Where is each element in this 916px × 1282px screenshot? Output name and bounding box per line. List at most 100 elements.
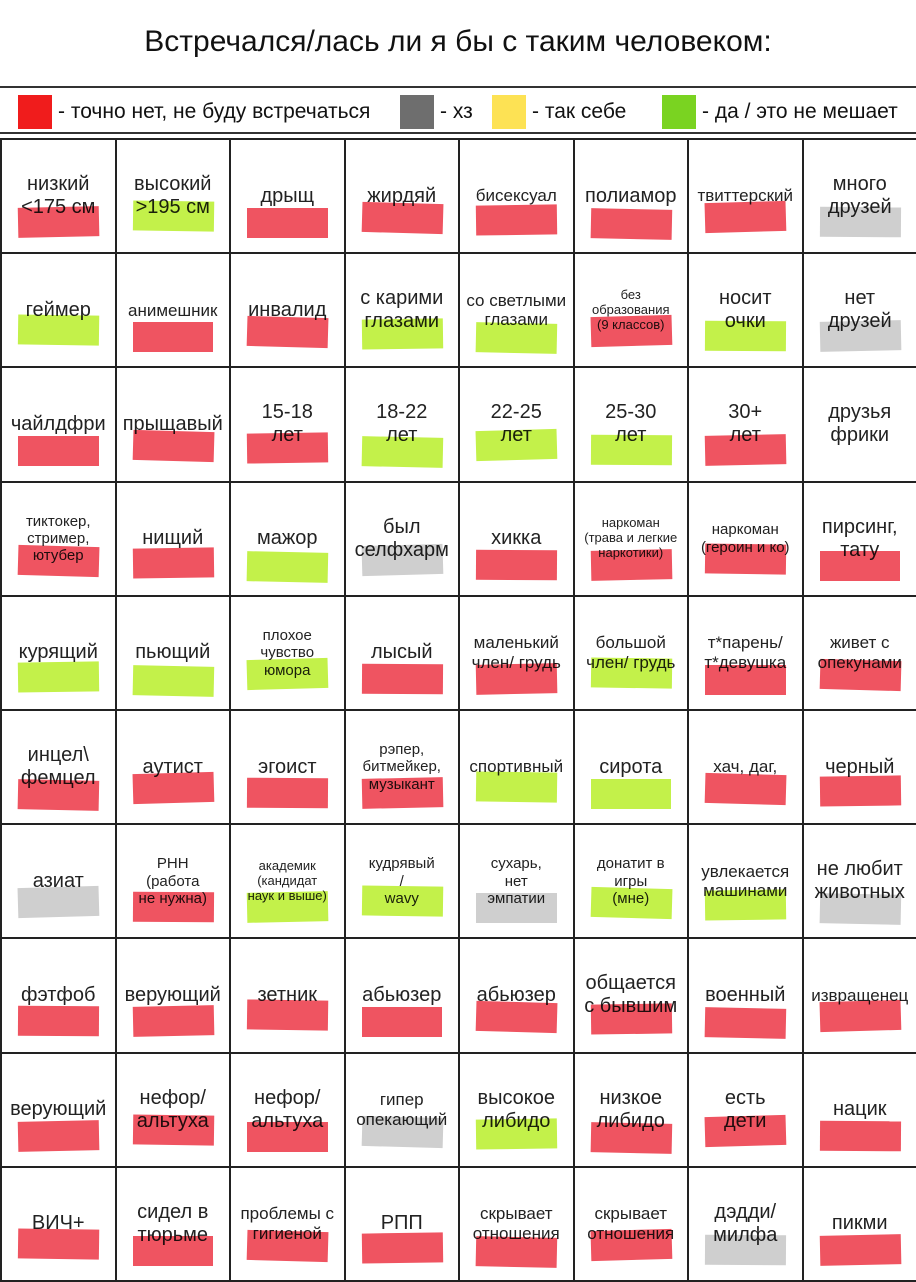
cell-label: РНН (работа не нужна): [136, 855, 210, 907]
grid-cell: ВИЧ+: [0, 1166, 117, 1282]
mark-highlight-red: [132, 1006, 213, 1038]
grid-cell: сидел в тюрьме: [115, 1166, 232, 1282]
cell-label: эгоист: [255, 756, 320, 779]
legend: - точно нет, не буду встречаться - хз - …: [0, 86, 916, 134]
legend-swatch-green: [662, 95, 696, 129]
grid-cell: 15-18 лет: [229, 366, 346, 482]
grid-cell: пикми: [802, 1166, 916, 1282]
cell-label: нефор/ альтуха: [248, 1087, 326, 1133]
grid-cell: т*парень/ т*девушка: [687, 595, 804, 711]
cell-label: дрыщ: [257, 185, 317, 208]
grid-cell: абьюзер: [458, 937, 575, 1053]
grid-cell: много друзей: [802, 138, 916, 254]
grid-cell: твиттерский: [687, 138, 804, 254]
grid-cell: полиамор: [573, 138, 690, 254]
grid-cell: лысый: [344, 595, 461, 711]
cell-label: рэпер, битмейкер, музыкант: [360, 741, 444, 793]
grid-cell: низкое либидо: [573, 1052, 690, 1168]
cell-label: маленький член/ грудь: [469, 633, 564, 672]
legend-label: - да / это не мешает: [702, 100, 898, 124]
cell-label: донатит в игры (мне): [594, 855, 668, 907]
grid-cell: РПП: [344, 1166, 461, 1282]
grid-cell: курящий: [0, 595, 117, 711]
cell-label: 25-30 лет: [602, 401, 659, 447]
grid-cell: гипер опекающий: [344, 1052, 461, 1168]
grid-cell: инцел\ фемцел: [0, 709, 117, 825]
mark-highlight-red: [247, 208, 328, 238]
cell-label: был селфхарм: [352, 516, 452, 562]
cell-label: академик (кандидат наук и выше): [245, 859, 330, 904]
cell-label: не любит животных: [812, 858, 908, 904]
grid-cell: 18-22 лет: [344, 366, 461, 482]
cell-label: высокое либидо: [474, 1087, 558, 1133]
mark-highlight-red: [819, 1120, 900, 1151]
cell-label: высокий >195 см: [131, 173, 214, 219]
grid-cell: академик (кандидат наук и выше): [229, 823, 346, 939]
cell-label: живет с опекунами: [815, 633, 905, 672]
cell-label: без образования (9 классов): [589, 288, 673, 333]
grid-cell: спортивный: [458, 709, 575, 825]
mark-highlight-green: [247, 551, 328, 583]
grid-cell: мажор: [229, 481, 346, 597]
cell-label: анимешник: [125, 301, 220, 321]
legend-label: - так себе: [532, 100, 626, 124]
legend-swatch-red: [18, 95, 52, 129]
mark-highlight-red: [819, 1234, 900, 1266]
legend-swatch-gray: [400, 95, 434, 129]
grid-cell: тиктокер, стример, ютубер: [0, 481, 117, 597]
cell-label: пикми: [829, 1212, 891, 1235]
cell-label: сирота: [596, 756, 665, 779]
grid-cell: 30+ лет: [687, 366, 804, 482]
cell-label: аутист: [140, 756, 206, 779]
cell-label: абьюзер: [474, 984, 559, 1007]
grid-cell: 22-25 лет: [458, 366, 575, 482]
grid-cell: аутист: [115, 709, 232, 825]
cell-label: наркоман (трава и легкие наркотики): [581, 516, 680, 561]
grid-cell: наркоман (героин и ко): [687, 481, 804, 597]
cell-label: со светлыми глазами: [463, 291, 569, 330]
cell-label: тиктокер, стример, ютубер: [23, 513, 94, 565]
cell-label: низкое либидо: [594, 1087, 668, 1133]
mark-highlight-red: [590, 208, 671, 240]
grid-cell: донатит в игры (мне): [573, 823, 690, 939]
grid-cell: жирдяй: [344, 138, 461, 254]
cell-label: инцел\ фемцел: [18, 744, 99, 790]
cell-label: хикка: [488, 527, 544, 550]
cell-label: 30+ лет: [725, 401, 765, 447]
mark-highlight-red: [361, 664, 442, 695]
grid-cell: верующий: [115, 937, 232, 1053]
cell-label: полиамор: [582, 185, 679, 208]
mark-highlight-red: [132, 547, 213, 578]
grid-cell: пьющий: [115, 595, 232, 711]
grid-cell: 25-30 лет: [573, 366, 690, 482]
mark-highlight-red: [362, 1007, 443, 1037]
legend-item-yes: - да / это не мешает: [662, 96, 898, 128]
grid-cell: высокий >195 см: [115, 138, 232, 254]
grid-cell: геймер: [0, 252, 117, 368]
cell-label: спортивный: [466, 757, 566, 777]
cell-label: твиттерский: [694, 186, 796, 206]
grid-cell: плохое чувство юмора: [229, 595, 346, 711]
page-title: Встречался/лась ли я бы с таким человеко…: [0, 0, 916, 84]
legend-label: - хз: [440, 100, 473, 124]
cell-label: извращенец: [808, 986, 911, 1006]
cell-label: верующий: [122, 984, 224, 1007]
cell-label: есть дети: [721, 1087, 769, 1133]
cell-label: увлекается машинами: [698, 862, 792, 901]
cell-label: жирдяй: [364, 185, 439, 208]
grid-cell: без образования (9 классов): [573, 252, 690, 368]
grid-cell: живет с опекунами: [802, 595, 916, 711]
cell-label: нацик: [830, 1098, 890, 1121]
grid-cell: увлекается машинами: [687, 823, 804, 939]
mark-highlight-red: [133, 322, 214, 352]
cell-label: лысый: [368, 641, 436, 664]
grid-cell: черный: [802, 709, 916, 825]
grid-cell: скрывает отношения: [458, 1166, 575, 1282]
cell-label: сидел в тюрьме: [134, 1201, 211, 1247]
grid-cell: маленький член/ грудь: [458, 595, 575, 711]
grid-cell: нефор/ альтуха: [229, 1052, 346, 1168]
grid-cell: сирота: [573, 709, 690, 825]
legend-item-meh: - так себе: [492, 96, 626, 128]
grid-cell: фэтфоб: [0, 937, 117, 1053]
grid-cell: нищий: [115, 481, 232, 597]
